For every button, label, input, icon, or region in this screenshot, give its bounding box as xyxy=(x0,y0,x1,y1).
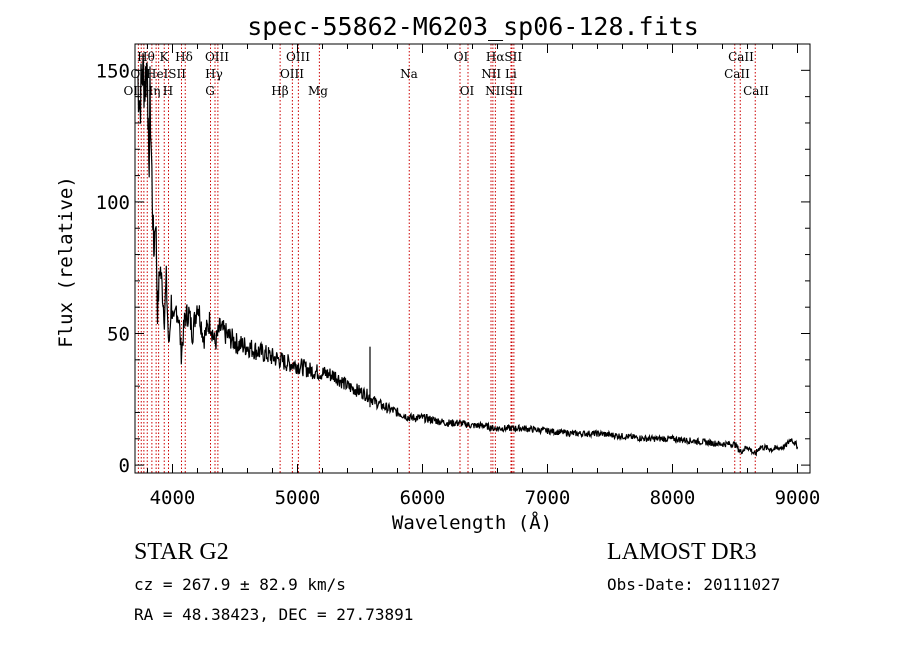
spectral-line-label: NII Li xyxy=(481,67,517,81)
x-tick-label: 5000 xyxy=(275,487,321,509)
spectral-line-label: OI xyxy=(454,50,469,64)
reference-lines xyxy=(137,44,756,473)
x-tick-label: 6000 xyxy=(400,487,446,509)
spectral-line-label: Hβ xyxy=(271,84,288,98)
spectral-line-label: Mg xyxy=(308,84,328,98)
spectral-line-label: H xyxy=(163,84,173,98)
x-tick-label: 7000 xyxy=(525,487,571,509)
y-tick-label: 150 xyxy=(96,60,130,82)
spectral-line-label: CaII xyxy=(743,84,769,98)
spectral-line-label: K xyxy=(160,50,170,64)
spectral-line-label: Na xyxy=(400,67,418,81)
chart-title: spec-55862-M6203_sp06-128.fits xyxy=(247,12,699,41)
x-tick-label: 9000 xyxy=(775,487,821,509)
observation-date: Obs-Date: 20111027 xyxy=(607,575,781,594)
spectral-line-label: Hγ xyxy=(205,67,223,81)
x-tick-label: 8000 xyxy=(650,487,696,509)
y-tick-label: 0 xyxy=(119,455,130,477)
coordinates: RA = 48.38423, DEC = 27.73891 xyxy=(134,605,414,624)
y-axis-label: Flux (relative) xyxy=(55,176,77,348)
spectral-line-label: CaII xyxy=(724,67,750,81)
survey-name: LAMOST DR3 xyxy=(607,539,757,565)
spectral-line-label: HeISII xyxy=(146,67,186,81)
spectral-line-label: Hδ xyxy=(175,50,193,64)
spectral-line-label: HαSII xyxy=(486,50,523,64)
spectral-line-label: CaII xyxy=(728,50,754,64)
y-tick-label: 50 xyxy=(107,324,130,346)
spectral-line-label: Hθ xyxy=(137,50,155,64)
x-axis-ticks: 4000 5000 6000 7000 8000 9000 xyxy=(147,44,821,509)
x-tick-label: 4000 xyxy=(150,487,196,509)
y-axis-ticks: 0 50 100 150 xyxy=(96,43,810,477)
x-axis-label: Wavelength (Å) xyxy=(392,511,552,534)
spectral-line-label: G xyxy=(205,84,215,98)
spectral-line-label: NIISII xyxy=(485,84,523,98)
object-class: STAR G2 xyxy=(134,539,229,565)
spectrum-line xyxy=(137,53,799,457)
spectral-line-label: OIIHη xyxy=(124,84,161,98)
spectral-line-label: OIII xyxy=(205,50,229,64)
plot-frame xyxy=(134,43,811,474)
spectral-line-label: OI xyxy=(460,84,475,98)
y-tick-label: 100 xyxy=(96,192,130,214)
spectral-line-label: OIII xyxy=(280,67,304,81)
spectral-line-label: OIII xyxy=(286,50,310,64)
redshift-velocity: cz = 267.9 ± 82.9 km/s xyxy=(134,575,346,594)
